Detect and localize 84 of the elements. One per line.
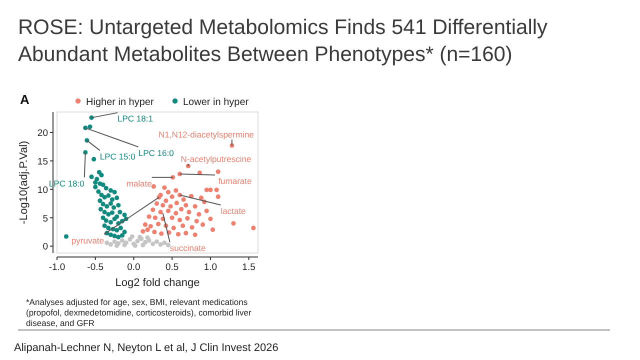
point — [122, 242, 127, 248]
text: Alipanah-Lechner N, Neyton L et al, J Clin Invest 2026 — [14, 342, 278, 354]
point — [92, 156, 96, 162]
point — [89, 174, 94, 180]
point — [118, 226, 123, 230]
point — [120, 238, 125, 243]
point — [96, 189, 101, 194]
point — [93, 180, 98, 185]
point — [150, 242, 156, 246]
annotation: N1,N12-diacetylspermine — [158, 130, 254, 140]
y-tick-label: 15 — [37, 156, 48, 168]
annotation: malate — [126, 178, 152, 188]
point — [99, 172, 104, 178]
point — [96, 170, 102, 175]
point — [114, 196, 120, 200]
point — [100, 202, 106, 206]
point — [112, 216, 117, 222]
text: *Analyses adjusted for age, sex, BMI, relevant medications (propofol, dexmedetomidine, corticosteroids), comorbid liver disease, and GFR — [26, 297, 252, 328]
y-axis-title: -Log10(adj.P.Val) — [18, 140, 30, 224]
point — [102, 210, 107, 214]
legend-label: Lower in hyper — [183, 97, 250, 108]
annotation: LPC 18:1 — [118, 114, 154, 124]
point — [116, 202, 121, 208]
point — [108, 232, 113, 238]
point — [93, 184, 98, 190]
x-tick-label: 0.0 — [127, 262, 140, 273]
point — [88, 124, 92, 130]
annotation: succinate — [170, 243, 206, 254]
point — [122, 212, 127, 218]
point — [98, 198, 102, 203]
point — [64, 234, 69, 239]
point — [100, 182, 106, 188]
point — [154, 239, 160, 244]
point — [98, 206, 104, 212]
point — [112, 239, 117, 244]
x-tick-label: 1.5 — [242, 262, 256, 273]
point — [114, 228, 120, 233]
point — [106, 226, 111, 230]
text: A — [20, 92, 30, 107]
x-tick-label: -1.0 — [48, 262, 66, 273]
x-tick-label: 1.0 — [204, 262, 218, 273]
point — [106, 193, 111, 198]
point — [112, 190, 117, 194]
point — [102, 223, 107, 228]
x-tick-label: -0.5 — [87, 262, 104, 273]
x-axis-title: Log2 fold change — [115, 277, 200, 289]
point — [99, 192, 104, 198]
point — [130, 234, 134, 239]
point — [110, 210, 115, 215]
point — [118, 210, 122, 214]
legend-label: Higher in hyper — [86, 97, 154, 108]
point — [116, 234, 121, 240]
point — [111, 205, 116, 210]
point — [108, 242, 113, 247]
annotation: LPC 16:0 — [138, 148, 174, 158]
point — [110, 197, 115, 202]
annotation: fumarate — [218, 176, 252, 186]
annotation: pyruvate — [71, 235, 104, 246]
point — [162, 240, 167, 246]
point — [102, 194, 107, 200]
y-tick-label: 20 — [37, 128, 48, 139]
point — [104, 240, 110, 246]
point — [108, 201, 113, 206]
x-tick-label: 0.5 — [165, 262, 179, 273]
annotation: LPC 15:0 — [100, 151, 136, 162]
point — [122, 230, 127, 234]
point — [108, 220, 113, 225]
point — [135, 238, 140, 244]
annotation: lactate — [220, 206, 246, 216]
point — [108, 188, 113, 193]
y-tick-label: 0 — [42, 242, 48, 253]
point — [140, 242, 146, 248]
point — [104, 204, 110, 209]
point — [104, 218, 108, 223]
y-tick-label: 10 — [37, 184, 48, 196]
point — [104, 186, 108, 190]
point — [158, 242, 163, 247]
chart-title: ROSE: Untargeted Metabolomics Finds 541 Differentially Abundant Metabolites Between Phenotypes* (n=160) — [18, 16, 548, 66]
point — [145, 235, 150, 240]
y-tick-label: 5 — [42, 213, 48, 224]
annotation: N-acetylputrescine — [180, 154, 252, 164]
point — [100, 215, 106, 220]
point — [106, 212, 111, 217]
point — [120, 233, 125, 238]
